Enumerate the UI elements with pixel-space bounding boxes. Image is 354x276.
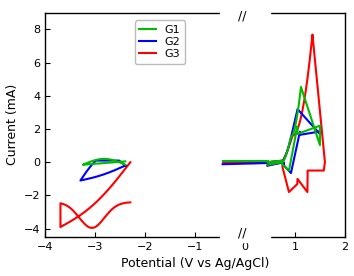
Bar xyxy=(220,232,270,242)
Bar xyxy=(220,5,270,15)
Y-axis label: Current (mA): Current (mA) xyxy=(6,84,18,165)
Text: //: // xyxy=(238,227,247,240)
Text: //: // xyxy=(238,10,247,23)
Legend: G1, G2, G3: G1, G2, G3 xyxy=(135,20,185,64)
X-axis label: Potential (V vs Ag/AgCl): Potential (V vs Ag/AgCl) xyxy=(121,258,269,270)
